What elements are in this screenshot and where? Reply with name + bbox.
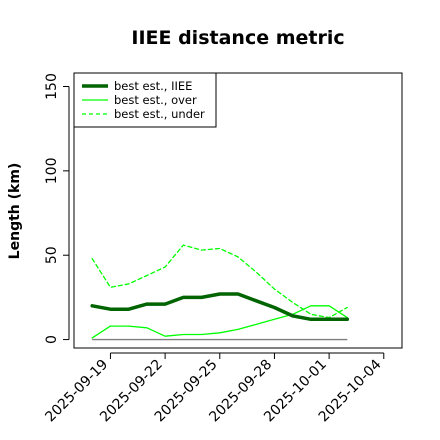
y-tick-label: 0 [44,335,60,344]
series-line-2 [91,305,348,339]
legend-label-1: best est., IIEE [114,79,192,93]
series-line-1 [90,292,350,322]
legend-label-2: best est., over [114,93,197,107]
chart-title: IIEE distance metric [131,27,344,49]
y-tick-label: 150 [44,73,60,100]
series-line-3 [91,244,348,319]
y-tick-label: 100 [44,157,60,184]
legend-label-3: best est., under [114,107,205,121]
plot-area [90,244,350,341]
plot-frame [73,72,403,349]
y-axis-label: Length (km) [7,163,23,260]
y-tick-label: 50 [44,246,60,264]
